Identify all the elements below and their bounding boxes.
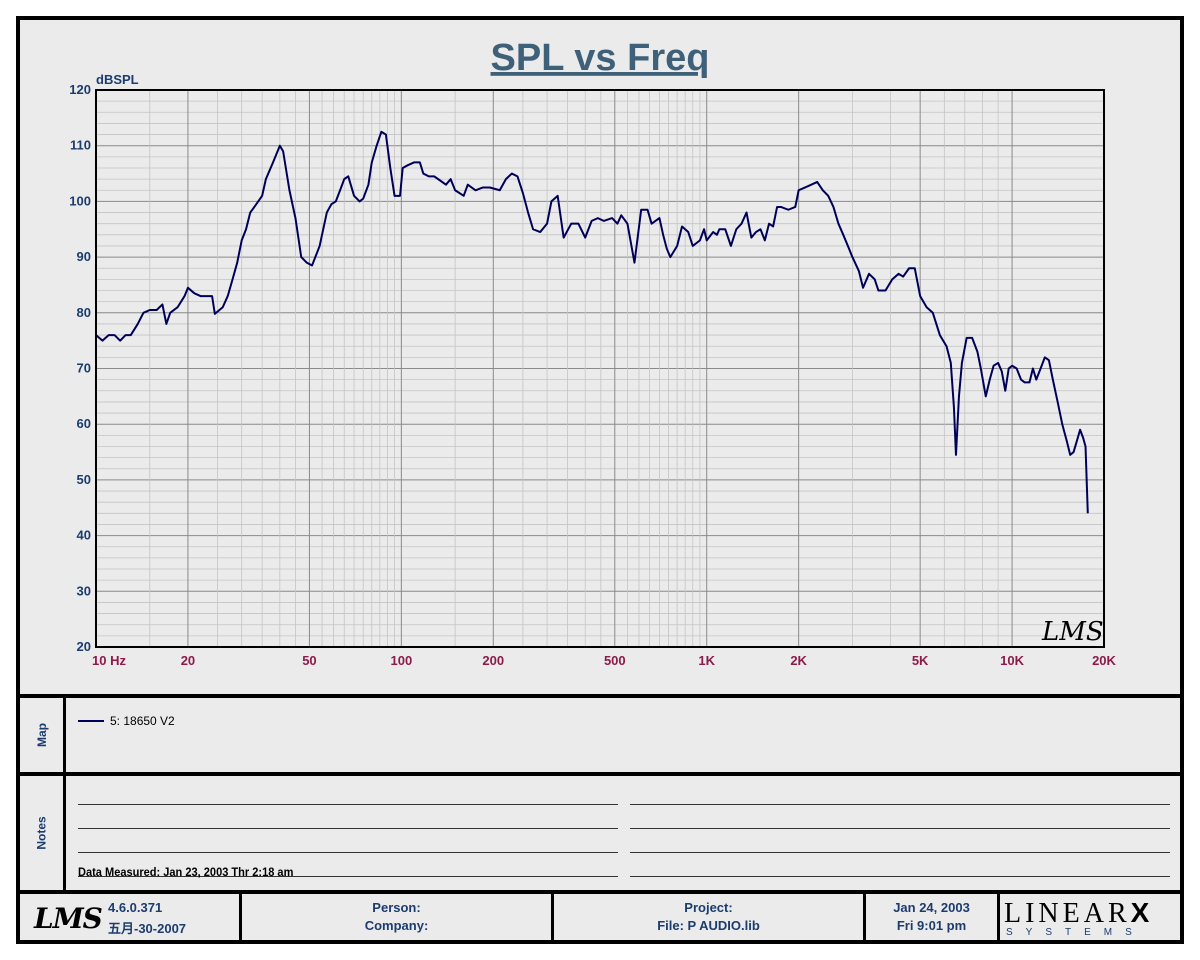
note-line bbox=[78, 804, 618, 805]
x-tick-label: 100 bbox=[391, 653, 413, 668]
y-tick-label: 30 bbox=[77, 583, 91, 598]
y-tick-label: 80 bbox=[77, 305, 91, 320]
notes-label-text: Notes bbox=[34, 816, 49, 850]
legend-swatch bbox=[78, 720, 104, 722]
y-tick-label: 70 bbox=[77, 361, 91, 376]
lms-watermark: LMS bbox=[1041, 617, 1104, 647]
y-tick-label: 100 bbox=[69, 193, 91, 208]
data-measured-note: Data Measured: Jan 23, 2003 Thr 2:18 am bbox=[78, 865, 294, 879]
y-tick-label: 120 bbox=[69, 82, 91, 97]
series-layer bbox=[95, 130, 1089, 514]
map-section-label: Map bbox=[20, 698, 66, 772]
legend-entry: 5: 18650 V2 bbox=[78, 714, 175, 728]
footer: LMS 4.6.0.371 五月-30-2007 Person: Company… bbox=[20, 894, 1180, 944]
map-label-text: Map bbox=[34, 723, 49, 747]
series-line bbox=[95, 130, 1089, 514]
linearx-logo: LINEARX SYSTEMS bbox=[1004, 897, 1174, 940]
y-tick-label: 90 bbox=[77, 249, 91, 264]
x-tick-label: 5K bbox=[912, 653, 929, 668]
y-axis-label: dBSPL bbox=[96, 72, 139, 87]
file-label: File: P AUDIO.lib bbox=[657, 918, 760, 933]
y-tick-label: 60 bbox=[77, 416, 91, 431]
print-time: Fri 9:01 pm bbox=[896, 918, 967, 933]
x-tick-label: 20K bbox=[1092, 653, 1116, 668]
note-line bbox=[78, 828, 618, 829]
x-tick-label: 1K bbox=[698, 653, 715, 668]
x-tick-label: 10 Hz bbox=[92, 653, 126, 668]
footer-date-cell: Jan 24, 2003 Fri 9:01 pm bbox=[866, 894, 1000, 940]
y-tick-label: 50 bbox=[77, 472, 91, 487]
x-tick-label: 200 bbox=[482, 653, 504, 668]
linearx-brand-x: X bbox=[1130, 897, 1154, 928]
note-line bbox=[78, 876, 618, 877]
version-text: 4.6.0.371 bbox=[108, 900, 163, 915]
note-line bbox=[78, 852, 618, 853]
footer-version-cell: LMS 4.6.0.371 五月-30-2007 bbox=[20, 894, 242, 940]
build-date-text: 五月-30-2007 bbox=[108, 921, 187, 936]
chart-title: SPL vs Freq bbox=[491, 37, 710, 79]
divider-notes-footer bbox=[20, 890, 1180, 894]
divider-map-notes bbox=[20, 772, 1180, 776]
print-date: Jan 24, 2003 bbox=[893, 900, 970, 915]
x-tick-label: 500 bbox=[604, 653, 626, 668]
linearx-brand-text: LINEAR bbox=[1004, 898, 1131, 929]
x-tick-label: 50 bbox=[302, 653, 316, 668]
plot-frame bbox=[95, 89, 1105, 648]
window-frame: SPL vs Freq dBSPL 20 30 40 50 60 70 80 90 100 110… bbox=[16, 16, 1184, 944]
note-line bbox=[630, 828, 1170, 829]
x-tick-label: 20 bbox=[181, 653, 195, 668]
y-tick-label: 110 bbox=[70, 138, 91, 153]
notes-section-label: Notes bbox=[20, 776, 66, 890]
chart-area: SPL vs Freq dBSPL 20 30 40 50 60 70 80 90 100 110… bbox=[20, 20, 1180, 694]
project-label: Project: bbox=[684, 900, 733, 915]
y-tick-label: 20 bbox=[77, 639, 91, 654]
x-tick-label: 10K bbox=[1000, 653, 1024, 668]
person-label: Person: bbox=[372, 900, 421, 915]
legend-entry-label: 5: 18650 V2 bbox=[110, 714, 175, 728]
footer-project-cell: Project: File: P AUDIO.lib bbox=[554, 894, 866, 940]
note-line bbox=[630, 804, 1170, 805]
spl-chart: SPL vs Freq dBSPL 20 30 40 50 60 70 80 90 100 110… bbox=[69, 37, 1116, 668]
company-label: Company: bbox=[364, 918, 429, 933]
y-tick-label: 40 bbox=[77, 528, 91, 543]
note-line bbox=[630, 852, 1170, 853]
x-tick-label: 2K bbox=[790, 653, 807, 668]
lms-logo: LMS bbox=[34, 902, 103, 935]
note-line bbox=[630, 876, 1170, 877]
linearx-systems-text: SYSTEMS bbox=[1006, 927, 1145, 938]
divider-chart-map bbox=[20, 694, 1180, 698]
footer-person-cell: Person: Company: bbox=[242, 894, 554, 940]
grid bbox=[95, 89, 1105, 648]
